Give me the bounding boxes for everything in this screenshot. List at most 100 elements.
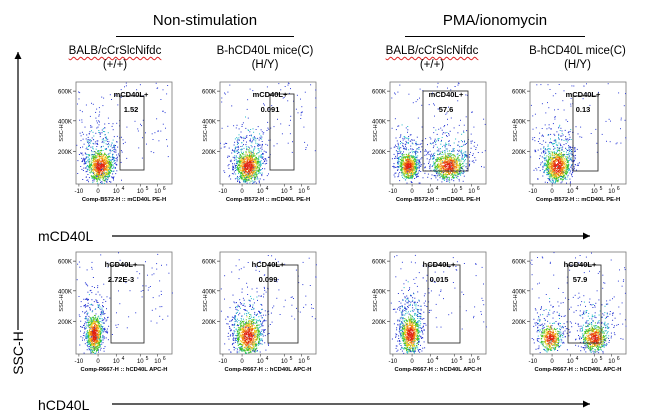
event-dot: [247, 129, 249, 131]
event-dot: [257, 145, 259, 147]
x-tick-label: 10: [298, 189, 305, 195]
event-dot: [415, 163, 417, 165]
event-dot: [432, 158, 434, 160]
event-dot: [253, 136, 255, 138]
event-dot: [268, 173, 269, 175]
event-dot: [432, 142, 434, 144]
event-dot: [96, 146, 98, 147]
event-dot: [300, 112, 302, 114]
event-dot: [403, 172, 405, 174]
event-dot: [234, 170, 236, 171]
event-dot: [94, 153, 96, 155]
event-dot: [559, 173, 561, 175]
event-dot: [112, 178, 114, 180]
event-dot: [557, 181, 559, 183]
event-dot: [404, 168, 405, 170]
event-dot: [401, 164, 403, 166]
event-dot: [241, 137, 243, 139]
event-dot: [448, 144, 450, 146]
event-dot: [240, 136, 242, 138]
event-dot: [99, 132, 101, 134]
event-dot: [455, 159, 457, 161]
event-dot: [255, 142, 257, 144]
event-dot: [103, 164, 104, 166]
event-dot: [259, 136, 261, 138]
event-dot: [412, 155, 414, 157]
event-dot: [97, 182, 99, 184]
event-dot: [462, 163, 464, 165]
event-dot: [232, 149, 233, 151]
event-dot: [457, 169, 459, 171]
event-dot: [110, 144, 112, 146]
event-dot: [443, 177, 445, 179]
event-dot: [264, 168, 266, 170]
event-dot: [453, 157, 455, 159]
event-dot: [100, 175, 102, 177]
event-dot: [421, 104, 423, 106]
event-dot: [444, 146, 446, 148]
event-dot: [108, 164, 110, 166]
event-dot: [248, 151, 250, 153]
event-dot: [409, 169, 411, 171]
event-dot: [246, 163, 248, 165]
event-dot: [88, 167, 90, 169]
event-dot: [547, 169, 549, 171]
event-dot: [556, 179, 558, 181]
event-dot: [397, 147, 399, 149]
event-dot: [405, 176, 407, 177]
event-dot: [254, 177, 256, 179]
event-dot: [432, 165, 434, 166]
event-dot: [412, 171, 414, 172]
event-dot: [250, 162, 251, 164]
event-dot: [446, 171, 448, 173]
event-dot: [555, 154, 557, 155]
event-dot: [167, 156, 169, 158]
event-dot: [444, 169, 446, 171]
event-dot: [106, 163, 108, 164]
event-dot: [95, 167, 97, 169]
event-dot: [233, 163, 235, 165]
event-dot: [412, 164, 414, 166]
event-dot: [234, 148, 236, 150]
event-dot: [560, 153, 561, 155]
event-dot: [536, 169, 538, 171]
event-dot: [451, 162, 453, 164]
event-dot: [403, 151, 404, 153]
event-dot: [568, 169, 569, 171]
event-dot: [412, 175, 414, 177]
event-dot: [257, 170, 259, 172]
event-dot: [420, 143, 422, 145]
event-dot: [563, 139, 565, 141]
event-dot: [86, 146, 88, 148]
event-dot: [244, 169, 246, 171]
event-dot: [559, 156, 561, 158]
event-dot: [238, 171, 240, 172]
event-dot: [295, 108, 297, 110]
event-dot: [241, 142, 243, 144]
event-dot: [401, 159, 403, 161]
event-dot: [454, 161, 456, 163]
event-dot: [100, 168, 102, 170]
event-dot: [80, 166, 82, 167]
event-dot: [412, 165, 414, 167]
event-dot: [554, 154, 556, 156]
event-dot: [100, 150, 102, 152]
event-dot: [249, 176, 251, 178]
event-dot: [436, 146, 438, 148]
event-dot: [98, 177, 100, 179]
event-dot: [112, 153, 114, 155]
event-dot: [548, 168, 550, 170]
event-dot: [448, 176, 450, 178]
event-dot: [411, 150, 413, 152]
event-dot: [250, 155, 251, 157]
event-dot: [245, 166, 247, 168]
event-dot: [402, 164, 404, 166]
event-dot: [439, 171, 441, 172]
event-dot: [246, 176, 248, 178]
event-dot: [283, 96, 285, 98]
event-dot: [436, 175, 438, 177]
event-dot: [449, 172, 451, 174]
event-dot: [254, 160, 256, 162]
event-dot: [247, 168, 248, 170]
event-dot: [535, 167, 537, 169]
